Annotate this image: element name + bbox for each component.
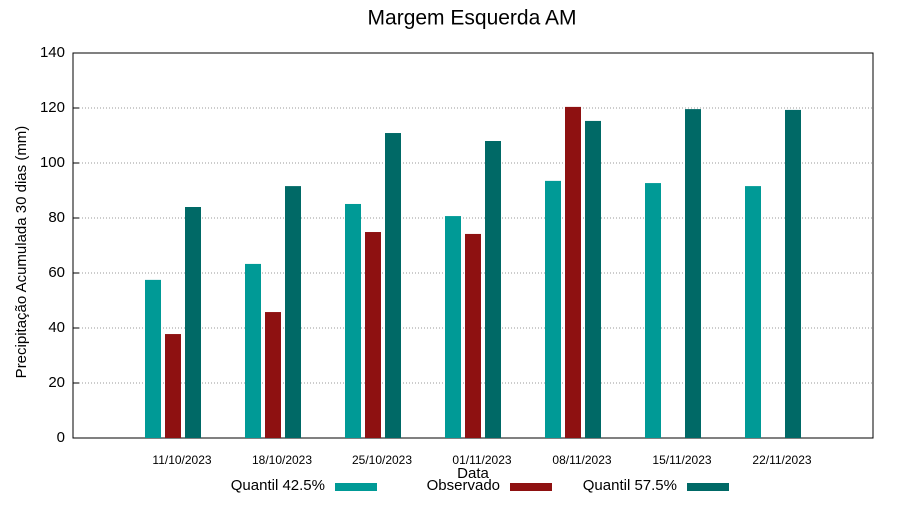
bar [645, 183, 661, 438]
bar [145, 279, 161, 438]
bar [465, 233, 481, 438]
y-tick-label: 0 [57, 429, 65, 446]
y-tick-label: 100 [40, 154, 65, 171]
bar [745, 186, 761, 438]
y-axis-label: Precipitação Acumulada 30 dias (mm) [13, 126, 30, 379]
legend-label: Observado [427, 477, 500, 494]
y-tick-label: 40 [48, 319, 65, 336]
chart-title: Margem Esquerda AM [368, 7, 577, 30]
legend-swatch [687, 483, 729, 491]
legend-swatch [335, 483, 377, 491]
bar [485, 141, 501, 438]
x-tick-label: 15/11/2023 [652, 453, 711, 467]
y-tick-label: 140 [40, 44, 65, 61]
bar [345, 203, 361, 438]
bar [445, 216, 461, 438]
bar [185, 207, 201, 438]
legend-label: Quantil 42.5% [231, 477, 325, 494]
x-tick-label: 11/10/2023 [152, 453, 211, 467]
bar [365, 232, 381, 438]
bar [285, 186, 301, 438]
bar [265, 312, 281, 438]
bar [165, 334, 181, 438]
x-tick-label: 08/11/2023 [552, 453, 611, 467]
legend-label: Quantil 57.5% [583, 477, 677, 494]
x-tick-label: 01/11/2023 [452, 453, 511, 467]
bar [245, 263, 261, 438]
x-tick-label: 22/11/2023 [752, 453, 811, 467]
y-tick-label: 20 [48, 374, 65, 391]
x-tick-label: 18/10/2023 [252, 453, 312, 467]
x-axis-label: Data [457, 465, 489, 482]
bar [685, 109, 701, 438]
y-tick-label: 120 [40, 99, 65, 116]
bar [545, 180, 561, 438]
legend-swatch [510, 483, 552, 491]
y-tick-label: 60 [48, 264, 65, 281]
y-tick-label: 80 [48, 209, 65, 226]
bar [785, 109, 801, 439]
bar [585, 120, 601, 439]
bar [565, 106, 581, 439]
x-tick-label: 25/10/2023 [352, 453, 412, 467]
bar [385, 133, 401, 438]
